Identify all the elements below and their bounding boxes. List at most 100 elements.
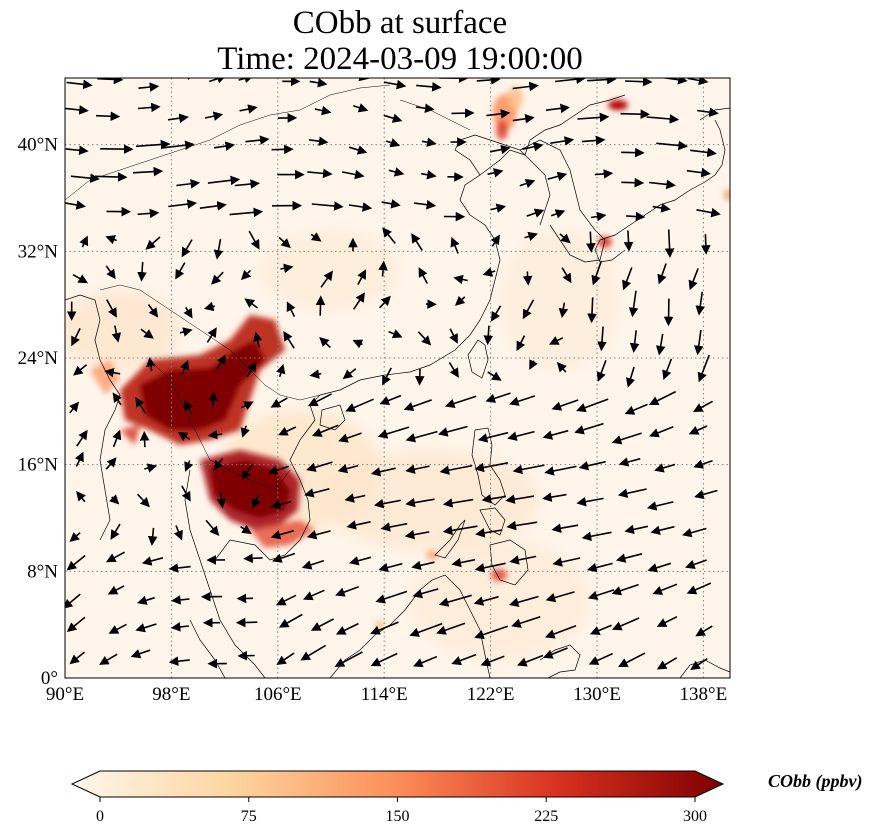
wind-vector: [591, 260, 603, 286]
wind-vector: [621, 177, 645, 188]
wind-vector: [657, 263, 667, 285]
wind-vector: [349, 556, 372, 566]
wind-vector: [611, 617, 640, 631]
wind-vector: [626, 211, 646, 222]
wind-vector: [141, 556, 164, 566]
wind-vector: [246, 361, 257, 378]
wind-vector: [240, 425, 250, 438]
lon-tick-label: 106°E: [254, 684, 302, 705]
colorbar-tick-label: 75: [241, 808, 257, 825]
wind-vector: [476, 78, 501, 85]
lat-tick-label: 40°N: [18, 135, 59, 156]
wind-vector: [505, 494, 535, 504]
wind-vector: [509, 555, 537, 565]
wind-vector: [524, 231, 538, 242]
wind-vector: [239, 104, 258, 114]
wind-vector: [137, 102, 161, 113]
wind-vector: [551, 523, 579, 533]
wind-vector: [353, 292, 365, 310]
wind-vector: [544, 465, 577, 476]
wind-vector: [474, 625, 508, 640]
wind-vector: [686, 167, 711, 178]
wind-vector: [486, 109, 511, 119]
wind-vector: [618, 457, 641, 467]
wind-vector: [587, 589, 615, 600]
wind-vector: [181, 485, 191, 502]
wind-vector: [522, 142, 544, 152]
wind-vector: [517, 654, 544, 667]
wind-vector: [308, 136, 329, 146]
wind-vector: [137, 261, 147, 282]
wind-vector: [147, 304, 159, 318]
wind-vector: [270, 397, 288, 408]
wind-vector: [357, 269, 367, 285]
lat-tick-label: 0°: [41, 668, 58, 689]
wind-vector: [304, 488, 330, 498]
wind-vector: [337, 464, 359, 474]
coastline-borneo: [329, 574, 491, 678]
wind-vector: [506, 520, 538, 531]
wind-vector: [405, 430, 438, 443]
wind-vector: [383, 113, 403, 123]
wind-vector: [138, 82, 160, 92]
wind-vector: [168, 199, 197, 209]
wind-vector: [411, 560, 435, 571]
wind-vector: [310, 232, 322, 242]
wind-vector: [111, 325, 122, 343]
wind-vector: [438, 425, 468, 437]
border-sumatra: [189, 619, 226, 678]
wind-vector: [175, 262, 186, 280]
wind-vector: [687, 78, 709, 86]
wind-vector: [280, 263, 294, 274]
border-mongolia: [399, 99, 471, 131]
lat-tick-label: 24°N: [18, 348, 59, 369]
wind-vector: [213, 239, 224, 260]
wind-vector: [547, 171, 568, 181]
wind-vector: [682, 527, 707, 538]
wind-vector: [685, 559, 707, 569]
wind-vector: [629, 330, 640, 353]
wind-vector: [596, 360, 607, 382]
wind-vector: [306, 461, 333, 472]
wind-vector: [278, 236, 291, 249]
wind-vector: [373, 498, 402, 509]
wind-vector: [66, 616, 86, 633]
wind-vector: [72, 364, 88, 376]
wind-vector: [646, 114, 680, 124]
wind-vector: [414, 199, 437, 210]
coastline-layer: [65, 84, 730, 678]
wind-vector: [417, 331, 432, 346]
plot-title-line2: Time: 2024-03-09 19:00:00: [217, 41, 583, 77]
wind-vector: [695, 291, 705, 316]
wind-vector-layer: [65, 78, 721, 670]
wind-vector: [245, 135, 270, 145]
wind-vector: [352, 339, 364, 349]
wind-vector: [335, 585, 359, 597]
wind-vector: [421, 169, 437, 180]
wind-vector: [589, 624, 612, 636]
coastline-hainan: [319, 404, 346, 431]
wind-vector: [695, 625, 713, 637]
lon-tick-label: 98°E: [152, 684, 190, 705]
wind-vector: [135, 396, 146, 414]
wind-vector: [283, 330, 295, 349]
wind-vector: [409, 622, 443, 637]
coastline-south-china: [319, 134, 551, 396]
coastline-palawan: [434, 519, 466, 559]
wind-vector: [650, 525, 675, 535]
wind-vector: [97, 78, 124, 85]
coastline-korea: [519, 139, 606, 263]
wind-vector: [207, 175, 241, 186]
coastline-mindanao: [489, 539, 529, 586]
wind-vector: [621, 147, 645, 158]
wind-vector: [648, 390, 677, 406]
wind-vector: [65, 200, 86, 210]
wind-vector: [576, 496, 604, 507]
wind-vector: [696, 207, 721, 218]
wind-vector: [438, 594, 472, 607]
wind-vector: [229, 207, 264, 218]
wind-vector: [99, 653, 118, 665]
coastline-bay-of-bengal: [65, 294, 121, 541]
wind-vector: [104, 367, 121, 378]
wind-vector: [130, 649, 151, 659]
